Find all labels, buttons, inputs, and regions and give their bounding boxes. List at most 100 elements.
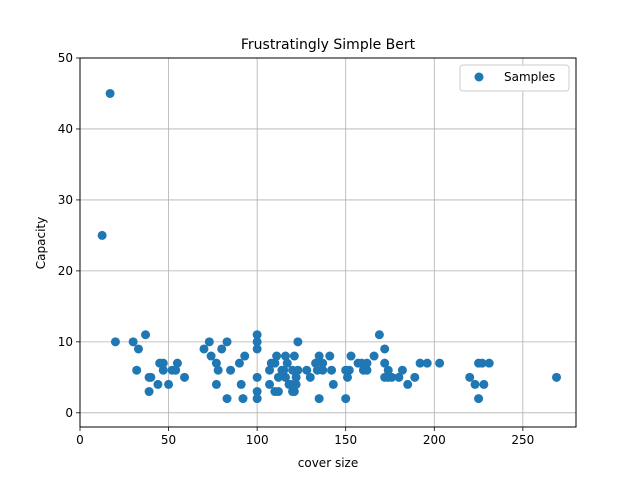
data-point xyxy=(484,358,494,368)
data-point xyxy=(222,337,232,347)
data-point xyxy=(213,365,223,375)
x-axis-ticks: 0 50 100 150 200 250 xyxy=(76,427,534,447)
data-point xyxy=(410,372,420,382)
data-point xyxy=(318,358,328,368)
data-point xyxy=(132,365,142,375)
data-point xyxy=(273,372,283,382)
x-axis-label: cover size xyxy=(298,456,358,470)
data-point xyxy=(171,365,181,375)
data-point xyxy=(342,372,352,382)
data-point xyxy=(141,330,151,340)
data-point xyxy=(133,344,143,354)
data-point xyxy=(387,372,397,382)
data-point xyxy=(289,351,299,361)
data-point xyxy=(470,379,480,389)
legend: Samples xyxy=(459,64,570,92)
data-point xyxy=(234,358,244,368)
data-point xyxy=(305,372,315,382)
data-point xyxy=(479,379,489,389)
x-tick-label: 0 xyxy=(76,433,84,447)
data-point xyxy=(327,365,337,375)
data-point xyxy=(394,372,404,382)
data-point xyxy=(265,365,275,375)
data-point xyxy=(422,358,432,368)
data-point xyxy=(415,358,425,368)
data-point xyxy=(465,372,475,382)
chart-title: Frustratingly Simple Bert xyxy=(241,37,416,53)
data-point xyxy=(158,365,168,375)
data-point xyxy=(383,365,393,375)
data-point xyxy=(252,372,262,382)
data-point xyxy=(252,387,262,397)
data-point xyxy=(403,379,413,389)
data-point xyxy=(293,365,303,375)
data-point xyxy=(293,337,303,347)
data-point xyxy=(273,387,283,397)
data-point xyxy=(302,365,312,375)
data-point xyxy=(552,372,562,382)
data-point xyxy=(474,394,484,404)
data-point xyxy=(211,379,221,389)
data-point xyxy=(240,351,250,361)
data-point xyxy=(369,351,379,361)
data-point xyxy=(211,358,221,368)
data-point xyxy=(374,330,384,340)
data-point xyxy=(158,358,168,368)
x-tick-label: 150 xyxy=(334,433,357,447)
data-point xyxy=(146,372,156,382)
data-point xyxy=(206,351,216,361)
data-point xyxy=(110,337,120,347)
data-point xyxy=(280,351,290,361)
data-point xyxy=(282,358,292,368)
data-point xyxy=(380,358,390,368)
legend-box xyxy=(459,64,570,92)
data-point xyxy=(314,351,324,361)
data-point xyxy=(252,330,262,340)
legend-marker xyxy=(474,72,484,82)
data-point xyxy=(180,372,190,382)
y-tick-label: 10 xyxy=(58,335,73,349)
data-point xyxy=(341,394,351,404)
data-points xyxy=(97,88,562,404)
data-point xyxy=(199,344,209,354)
data-point xyxy=(397,365,407,375)
data-point xyxy=(222,394,232,404)
data-point xyxy=(291,379,301,389)
data-point xyxy=(280,372,290,382)
x-tick-label: 100 xyxy=(246,433,269,447)
data-point xyxy=(325,351,335,361)
y-axis-label: Capacity xyxy=(34,217,48,269)
data-point xyxy=(128,337,138,347)
data-point xyxy=(279,365,289,375)
data-point xyxy=(314,394,324,404)
data-point xyxy=(265,379,275,389)
data-point xyxy=(318,365,328,375)
data-point xyxy=(346,351,356,361)
y-tick-label: 50 xyxy=(58,51,73,65)
data-point xyxy=(362,358,372,368)
data-point xyxy=(291,372,301,382)
y-tick-label: 0 xyxy=(65,406,73,420)
data-point xyxy=(252,337,262,347)
data-point xyxy=(272,351,282,361)
data-point xyxy=(328,379,338,389)
data-point xyxy=(153,379,163,389)
data-point xyxy=(311,358,321,368)
x-tick-label: 250 xyxy=(511,433,534,447)
data-point xyxy=(97,230,107,240)
y-tick-label: 30 xyxy=(58,193,73,207)
y-tick-label: 40 xyxy=(58,122,73,136)
data-point xyxy=(477,358,487,368)
data-point xyxy=(226,365,236,375)
data-point xyxy=(172,358,182,368)
legend-label: Samples xyxy=(504,70,555,84)
data-point xyxy=(236,379,246,389)
y-axis-ticks: 0 10 20 30 40 50 xyxy=(58,51,80,420)
data-point xyxy=(238,394,248,404)
data-point xyxy=(144,387,154,397)
data-point xyxy=(164,379,174,389)
data-point xyxy=(105,88,115,98)
x-tick-label: 200 xyxy=(423,433,446,447)
